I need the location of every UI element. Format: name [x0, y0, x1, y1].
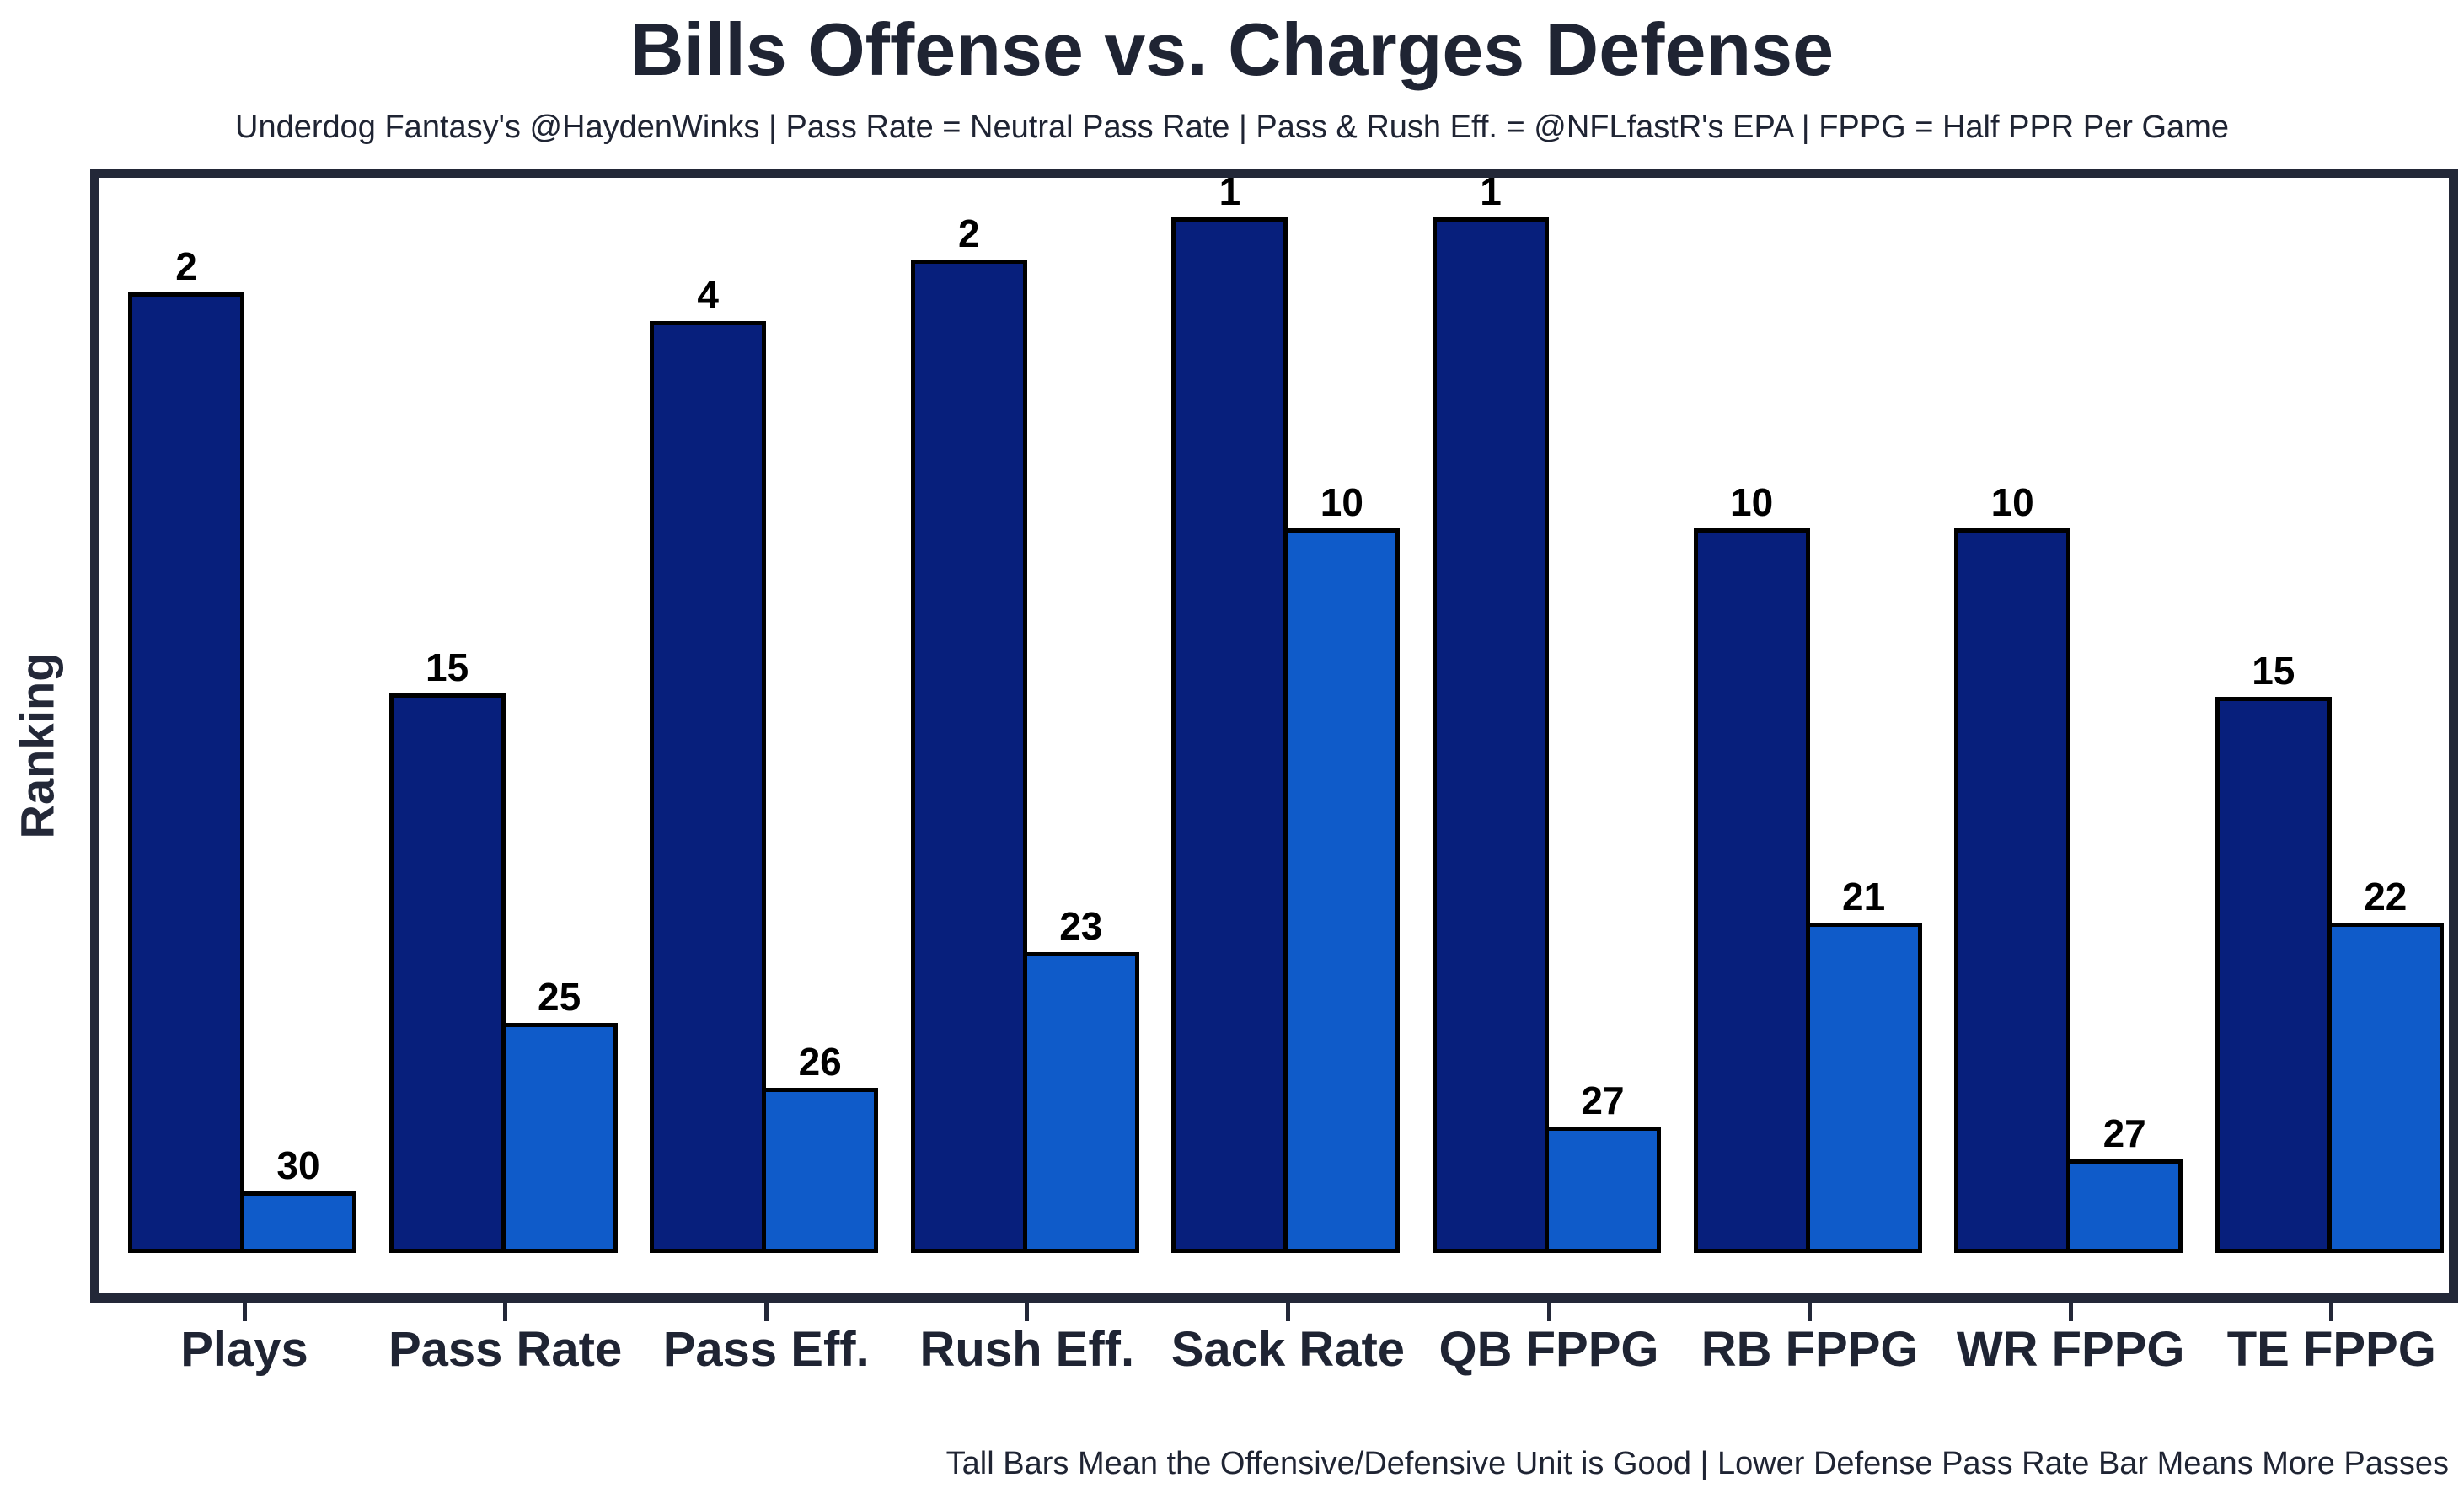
bar-rank-label-defense-pass-rate: 25 [538, 975, 581, 1020]
bar-offense-pass-eff [650, 321, 767, 1253]
bar-rank-label-offense-plays: 2 [175, 244, 197, 288]
bar-rank-label-defense-rush-eff: 23 [1059, 903, 1103, 948]
bar-offense-plays [128, 292, 244, 1253]
bar-offense-qb-fppg [1433, 217, 1549, 1253]
bar-defense-rb-fppg [1805, 923, 1922, 1253]
chart-footnote: Tall Bars Mean the Offensive/Defensive U… [945, 1446, 2449, 1481]
bar-rank-label-offense-te-fppg: 15 [2252, 648, 2295, 693]
bar-defense-pass-eff [762, 1088, 879, 1253]
x-tick [763, 1303, 769, 1321]
x-axis-label-qb-fppg: QB FPPG [1438, 1322, 1659, 1377]
bar-rank-label-offense-rush-eff: 2 [958, 211, 980, 256]
x-axis-label-plays: Plays [180, 1322, 308, 1377]
bar-defense-te-fppg [2327, 923, 2444, 1253]
bar-offense-rb-fppg [1693, 527, 1810, 1253]
bar-defense-pass-rate [501, 1023, 618, 1253]
bar-defense-qb-fppg [1545, 1127, 1661, 1253]
x-axis-label-pass-eff: Pass Eff. [662, 1322, 870, 1377]
bar-rank-label-defense-pass-eff: 26 [798, 1040, 842, 1084]
bar-offense-te-fppg [2215, 696, 2332, 1253]
bar-defense-sack-rate [1283, 527, 1401, 1253]
bar-rank-label-defense-wr-fppg: 27 [2102, 1111, 2146, 1155]
x-tick [1025, 1303, 1030, 1321]
bar-defense-rush-eff [1022, 951, 1139, 1253]
bar-offense-rush-eff [910, 260, 1027, 1253]
bar-rank-label-defense-qb-fppg: 27 [1581, 1079, 1625, 1123]
x-axis-label-wr-fppg: WR FPPG [1956, 1322, 2185, 1377]
x-tick [503, 1303, 508, 1321]
bar-offense-wr-fppg [1954, 527, 2071, 1253]
bar-defense-plays [240, 1191, 356, 1253]
bar-rank-label-offense-pass-eff: 4 [697, 273, 719, 318]
x-axis-label-te-fppg: TE FPPG [2226, 1322, 2436, 1377]
bar-defense-wr-fppg [2066, 1159, 2183, 1253]
bar-rank-label-defense-rb-fppg: 21 [1842, 875, 1886, 919]
x-tick [1285, 1303, 1290, 1321]
bar-offense-pass-rate [388, 693, 506, 1253]
x-tick [2068, 1303, 2073, 1321]
x-axis-label-rush-eff: Rush Eff. [919, 1322, 1135, 1377]
chart-title: Bills Offense vs. Charges Defense [629, 8, 1835, 91]
x-tick [1808, 1303, 1813, 1321]
x-axis-label-rb-fppg: RB FPPG [1701, 1322, 1919, 1377]
bar-rank-label-offense-sack-rate: 1 [1219, 169, 1241, 214]
bar-rank-label-offense-rb-fppg: 10 [1730, 479, 1774, 524]
x-tick [1546, 1303, 1551, 1321]
bar-rank-label-offense-wr-fppg: 10 [1990, 479, 2034, 524]
bar-rank-label-offense-qb-fppg: 1 [1480, 169, 1502, 214]
chart-subtitle: Underdog Fantasy's @HaydenWinks | Pass R… [235, 110, 2229, 145]
y-axis-label: Ranking [10, 652, 64, 839]
bar-rank-label-offense-pass-rate: 15 [426, 645, 469, 689]
bar-rank-label-defense-plays: 30 [276, 1143, 320, 1188]
x-axis-label-sack-rate: Sack Rate [1170, 1322, 1406, 1377]
x-tick [242, 1303, 247, 1321]
x-axis-label-pass-rate: Pass Rate [388, 1322, 623, 1377]
x-tick [2329, 1303, 2334, 1321]
plot-area: Plays 2 30 Pass Rate 15 25 Pass Eff. 4 26 Rush Ef… [90, 169, 2458, 1377]
bar-rank-label-defense-sack-rate: 10 [1320, 479, 1363, 524]
bar-offense-sack-rate [1171, 217, 1288, 1253]
bar-rank-label-defense-te-fppg: 22 [2364, 875, 2408, 919]
